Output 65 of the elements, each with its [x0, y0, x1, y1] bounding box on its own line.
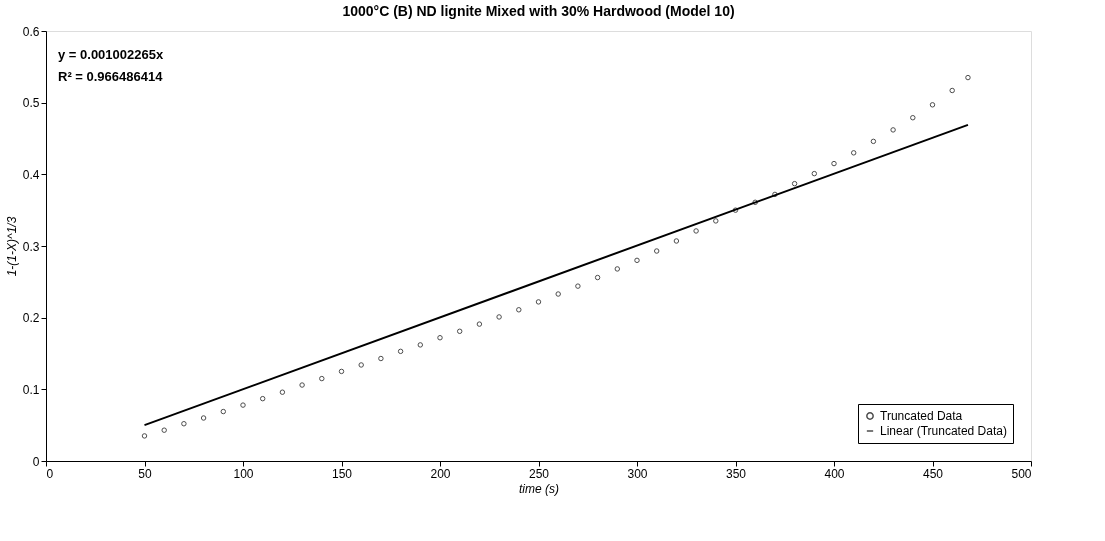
point	[614, 266, 621, 272]
point	[831, 160, 837, 167]
point	[378, 355, 384, 362]
point	[220, 408, 227, 415]
x-tick-label: 250	[528, 466, 550, 481]
point	[437, 335, 443, 341]
y-tick-label: 0.4	[22, 167, 40, 182]
point	[476, 321, 483, 327]
point	[279, 389, 286, 395]
annotation: R² = 0.966486414	[58, 69, 164, 84]
x-tick-label: 200	[430, 466, 451, 481]
x-tick-label: 150	[331, 466, 353, 481]
y-tick-label: 0	[32, 454, 40, 469]
y-tick-label: 0.5	[22, 96, 40, 111]
point	[299, 382, 305, 388]
x-tick-label: 450	[922, 466, 944, 481]
point	[338, 368, 345, 375]
x-tick-label: 0	[46, 466, 54, 481]
point	[929, 102, 936, 108]
y-tick-label: 0.1	[22, 382, 40, 397]
point	[456, 328, 463, 335]
y-tick-label: 0.6	[22, 24, 40, 39]
annotation: y = 0.001002265x	[58, 47, 164, 62]
point	[811, 170, 818, 177]
point	[141, 433, 148, 439]
point	[555, 291, 561, 297]
x-tick-label: 400	[824, 466, 845, 481]
point	[673, 238, 680, 244]
point	[181, 421, 187, 427]
point	[949, 87, 955, 94]
point	[693, 228, 699, 234]
legend-label: Truncated Data	[880, 409, 963, 423]
point	[965, 74, 971, 81]
point	[358, 362, 364, 368]
legend-label: Linear (Truncated Data)	[880, 424, 1007, 438]
point	[417, 342, 424, 348]
point	[870, 138, 877, 145]
point	[161, 427, 167, 433]
point	[791, 180, 798, 187]
point	[575, 283, 581, 289]
x-tick-label: 350	[725, 466, 747, 481]
point	[535, 299, 542, 305]
x-tick-label: 100	[233, 466, 254, 481]
x-axis-title: time (s)	[519, 481, 559, 496]
x-tick-label: 300	[627, 466, 648, 481]
point	[259, 395, 266, 402]
point	[653, 248, 660, 254]
chart-title: 1000°C (B) ND lignite Mixed with 30% Hardwood (Model 10)	[342, 3, 735, 19]
y-axis-title: 1-(1-X)^1/3	[4, 216, 19, 277]
point	[594, 274, 601, 281]
y-tick-label: 0.3	[22, 239, 40, 254]
point	[850, 150, 857, 156]
x-tick-label: 50	[138, 466, 152, 481]
point	[713, 218, 719, 224]
y-tick-label: 0.2	[22, 311, 40, 326]
point	[496, 314, 502, 320]
x-tick-label: 500	[1011, 466, 1032, 481]
point	[240, 402, 246, 408]
point	[397, 348, 404, 355]
point	[516, 307, 522, 313]
point	[319, 375, 325, 382]
point	[890, 127, 896, 133]
point	[200, 415, 207, 421]
point	[634, 257, 640, 264]
point	[910, 114, 916, 121]
